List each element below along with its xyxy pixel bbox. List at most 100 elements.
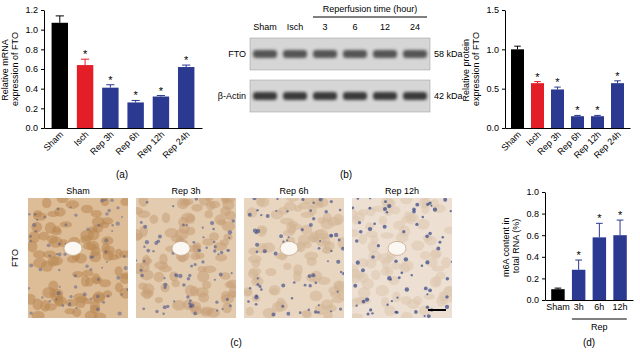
significance-marker: * xyxy=(595,104,600,116)
nucleus xyxy=(166,305,169,308)
blot-band xyxy=(403,50,427,58)
nucleus xyxy=(248,213,252,217)
nucleus xyxy=(309,284,312,287)
cell xyxy=(222,303,232,314)
nucleus xyxy=(371,312,373,314)
lane-label: 6 xyxy=(352,22,357,32)
cell xyxy=(115,249,123,259)
nucleus xyxy=(100,198,104,202)
blot-band xyxy=(253,50,277,58)
blot-membrane xyxy=(250,80,430,112)
nucleus xyxy=(341,247,344,251)
significance-marker: * xyxy=(597,212,602,224)
nucleus xyxy=(201,260,204,263)
nucleus xyxy=(451,261,452,263)
nucleus xyxy=(339,307,342,310)
nucleus xyxy=(330,250,332,252)
marks xyxy=(511,46,624,128)
cell xyxy=(246,307,254,316)
nucleus xyxy=(219,273,223,277)
figure-container: 0.00.20.40.60.81.01.2 ShamIschRep 3hRep 6… xyxy=(0,0,640,352)
x-tick-label: Sham xyxy=(546,302,570,312)
x-tick: Rep 3h xyxy=(88,129,116,157)
y-axis: 0.00.20.40.60.81.01.2 xyxy=(25,5,44,133)
nucleus xyxy=(337,291,339,293)
blot-band xyxy=(343,50,367,58)
nucleus xyxy=(430,205,432,207)
bar xyxy=(591,116,604,128)
significance-marker: * xyxy=(555,76,560,88)
nucleus xyxy=(352,206,354,209)
lane-label: 24 xyxy=(410,22,420,32)
cell xyxy=(215,254,227,261)
nucleus xyxy=(367,312,370,315)
cell xyxy=(256,198,270,207)
nucleus xyxy=(220,251,224,255)
blot-band xyxy=(373,92,397,100)
x-axis-line xyxy=(546,300,634,301)
nucleus xyxy=(64,223,67,226)
y-tick: 0.0 xyxy=(486,123,505,133)
cell xyxy=(32,311,45,318)
nucleus xyxy=(312,202,314,204)
cell xyxy=(100,222,109,229)
cell xyxy=(444,227,452,234)
cell xyxy=(333,280,343,291)
cell xyxy=(365,223,374,231)
protein-label: FTO xyxy=(228,49,246,59)
nucleus xyxy=(186,295,189,298)
significance-marker: * xyxy=(133,89,138,101)
nucleus xyxy=(387,276,391,280)
vessel xyxy=(280,241,298,255)
nucleus xyxy=(182,224,185,227)
cell xyxy=(138,198,148,207)
y-tick-label: 0.2 xyxy=(526,274,539,284)
nucleus xyxy=(30,312,33,315)
cell xyxy=(47,235,58,244)
nucleus xyxy=(145,240,149,244)
lane-label: Sham xyxy=(253,22,277,32)
cell xyxy=(293,271,301,282)
y-tick: 0.4 xyxy=(526,252,545,262)
cell xyxy=(54,296,67,306)
nucleus xyxy=(309,223,313,227)
nucleus xyxy=(441,236,444,239)
cell xyxy=(72,271,83,278)
nucleus xyxy=(318,247,321,250)
cell xyxy=(283,263,291,270)
x-axis-line xyxy=(45,128,203,129)
nucleus xyxy=(383,207,387,211)
nucleus xyxy=(445,305,449,309)
cell xyxy=(136,207,143,214)
cell xyxy=(162,212,170,223)
x-tick: Sham xyxy=(42,129,66,153)
nucleus xyxy=(425,235,429,239)
nucleus xyxy=(339,209,342,212)
bar xyxy=(593,237,606,300)
nucleus xyxy=(28,287,30,290)
cell xyxy=(54,207,66,216)
y-tick-label: 0.0 xyxy=(486,123,499,133)
nucleus xyxy=(213,241,215,243)
cell xyxy=(327,217,341,226)
cell xyxy=(314,237,326,243)
y-tick-label: 1.2 xyxy=(25,5,38,15)
nucleus xyxy=(193,312,197,316)
y-tick-label: 1.0 xyxy=(486,45,499,55)
cell xyxy=(249,267,261,275)
significance-marker: * xyxy=(575,104,580,116)
nucleus xyxy=(29,235,32,238)
nucleus xyxy=(106,295,109,298)
x-axis: ShamIschRep 3hRep 6hRep 12hRep 24h xyxy=(499,129,630,161)
blot-band xyxy=(373,50,397,58)
nucleus xyxy=(186,224,188,226)
cell xyxy=(312,198,324,206)
nucleus xyxy=(106,261,108,263)
cell xyxy=(379,216,388,225)
nucleus xyxy=(260,288,263,291)
nucleus xyxy=(59,286,61,288)
cell xyxy=(352,209,357,219)
y-tick-label: 0.5 xyxy=(486,84,499,94)
nucleus xyxy=(426,305,429,308)
nucleus xyxy=(29,263,33,267)
